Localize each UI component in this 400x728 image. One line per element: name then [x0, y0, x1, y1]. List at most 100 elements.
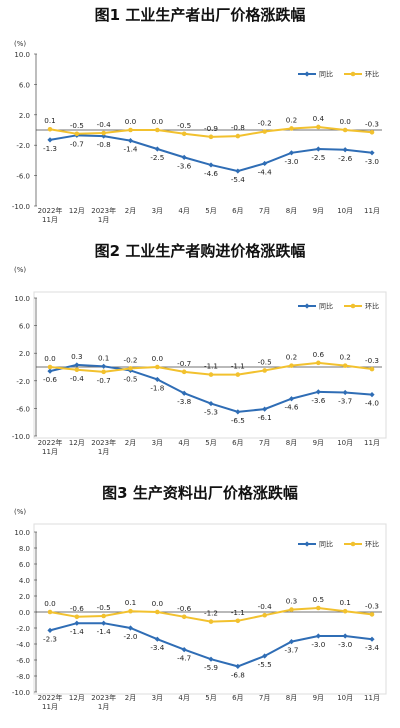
- x-tick-label: 2023年 1月: [91, 438, 116, 456]
- data-label-mom: -0.9: [204, 124, 218, 133]
- data-label-yoy: 0.3: [71, 352, 82, 361]
- data-label-yoy: -5.5: [258, 660, 272, 669]
- data-label-yoy: -2.3: [43, 634, 57, 643]
- data-label-yoy: -5.3: [204, 408, 218, 417]
- data-point: [369, 129, 375, 135]
- data-point: [235, 168, 241, 174]
- y-tick-label: 4.0: [19, 577, 30, 585]
- y-tick-label: -10.0: [12, 433, 30, 441]
- data-point: [262, 368, 267, 373]
- chart-1-title: 图1 工业生产者出厂价格涨跌幅: [94, 6, 306, 24]
- y-tick-label: 10.0: [14, 51, 30, 59]
- data-label-mom: -1.1: [204, 362, 218, 371]
- data-label-mom: -0.3: [365, 356, 379, 365]
- data-label-mom: -0.4: [70, 374, 84, 383]
- data-label-mom: 0.0: [44, 599, 56, 608]
- data-point: [262, 653, 268, 659]
- data-point: [342, 633, 348, 639]
- data-point: [262, 160, 268, 167]
- data-point: [342, 389, 348, 396]
- data-point: [154, 636, 160, 642]
- x-tick-label: 2022年 11月: [38, 206, 63, 224]
- x-tick-label: 11月: [364, 439, 380, 447]
- data-point: [316, 605, 321, 611]
- legend-label-yoy: 同比: [319, 302, 333, 311]
- data-point: [289, 126, 294, 131]
- x-tick-label: 5月: [205, 439, 216, 447]
- data-label-mom: -0.7: [97, 376, 111, 385]
- legend-marker-mom: [350, 71, 356, 77]
- chart-2-title: 图2 工业生产者购进价格涨跌幅: [94, 242, 306, 260]
- data-label-mom: -0.3: [365, 601, 379, 610]
- data-label-mom: -0.6: [177, 604, 191, 613]
- y-tick-label: 2.0: [19, 350, 30, 358]
- data-point: [181, 154, 187, 160]
- data-point: [289, 363, 294, 368]
- data-point: [262, 406, 268, 412]
- data-label-mom: 0.0: [339, 117, 351, 126]
- data-label-mom: -0.6: [70, 604, 84, 613]
- data-label-yoy: -0.7: [70, 139, 84, 148]
- data-point: [101, 620, 107, 626]
- legend-marker-mom: [350, 303, 356, 309]
- x-tick-label: 8月: [286, 207, 297, 215]
- data-label-mom: 0.1: [125, 598, 136, 607]
- data-label-mom: 0.0: [152, 599, 164, 608]
- data-point: [47, 137, 53, 143]
- data-label-yoy: -4.6: [284, 403, 298, 412]
- data-label-mom: -0.4: [97, 120, 111, 129]
- data-label-yoy: -1.3: [43, 144, 57, 153]
- data-point: [288, 150, 295, 156]
- data-point: [101, 130, 106, 136]
- data-point: [127, 138, 134, 144]
- x-tick-label: 5月: [205, 207, 216, 215]
- data-label-mom: 0.6: [313, 350, 325, 359]
- data-point: [128, 366, 133, 371]
- x-tick-label: 2023年 1月: [91, 693, 116, 711]
- y-tick-label: 2.0: [19, 593, 30, 601]
- data-label-mom: -1.2: [204, 609, 218, 618]
- data-point: [47, 627, 53, 633]
- x-tick-label: 9月: [313, 207, 324, 215]
- legend-marker-yoy: [304, 541, 310, 547]
- data-label-mom: -1.1: [231, 608, 245, 617]
- data-label-mom: 0.2: [339, 353, 350, 362]
- data-point: [288, 396, 295, 402]
- data-point: [101, 613, 106, 619]
- data-label-mom: -0.2: [258, 119, 272, 128]
- data-point: [316, 124, 321, 130]
- x-tick-label: 6月: [232, 694, 243, 702]
- data-label-mom: 0.2: [286, 353, 297, 362]
- plot-frame: [33, 291, 387, 439]
- data-label-mom: 0.0: [152, 354, 164, 363]
- x-tick-label: 2月: [125, 694, 136, 702]
- data-label-yoy: -3.6: [311, 396, 325, 405]
- data-label-mom: -0.2: [123, 355, 137, 364]
- data-label-mom: 0.2: [286, 115, 297, 124]
- data-label-mom: 0.0: [44, 354, 56, 363]
- unit-label: (%): [14, 40, 26, 48]
- data-point: [235, 663, 241, 669]
- data-label-mom: 0.1: [44, 116, 55, 125]
- x-tick-label: 8月: [286, 694, 297, 702]
- data-label-yoy: -1.4: [70, 627, 84, 636]
- data-label-mom: -0.7: [177, 359, 191, 368]
- data-point: [342, 608, 348, 614]
- data-point: [342, 147, 348, 153]
- data-label-yoy: -4.6: [204, 169, 218, 178]
- data-label-yoy: -3.0: [365, 157, 379, 166]
- x-tick-label: 11月: [364, 694, 380, 702]
- x-tick-label: 7月: [259, 207, 270, 215]
- data-label-yoy: -1.4: [123, 145, 137, 154]
- data-label-yoy: -2.0: [123, 632, 137, 641]
- x-tick-label: 3月: [152, 207, 163, 215]
- y-tick-label: 6.0: [19, 561, 30, 569]
- y-tick-label: -2.0: [16, 625, 30, 633]
- data-label-yoy: -0.5: [123, 374, 137, 383]
- data-point: [74, 614, 80, 620]
- data-label-mom: -0.5: [177, 121, 191, 130]
- x-tick-label: 6月: [232, 207, 243, 215]
- x-tick-label: 12月: [69, 439, 85, 447]
- x-tick-label: 2月: [125, 207, 136, 215]
- y-tick-label: 6.0: [19, 323, 30, 331]
